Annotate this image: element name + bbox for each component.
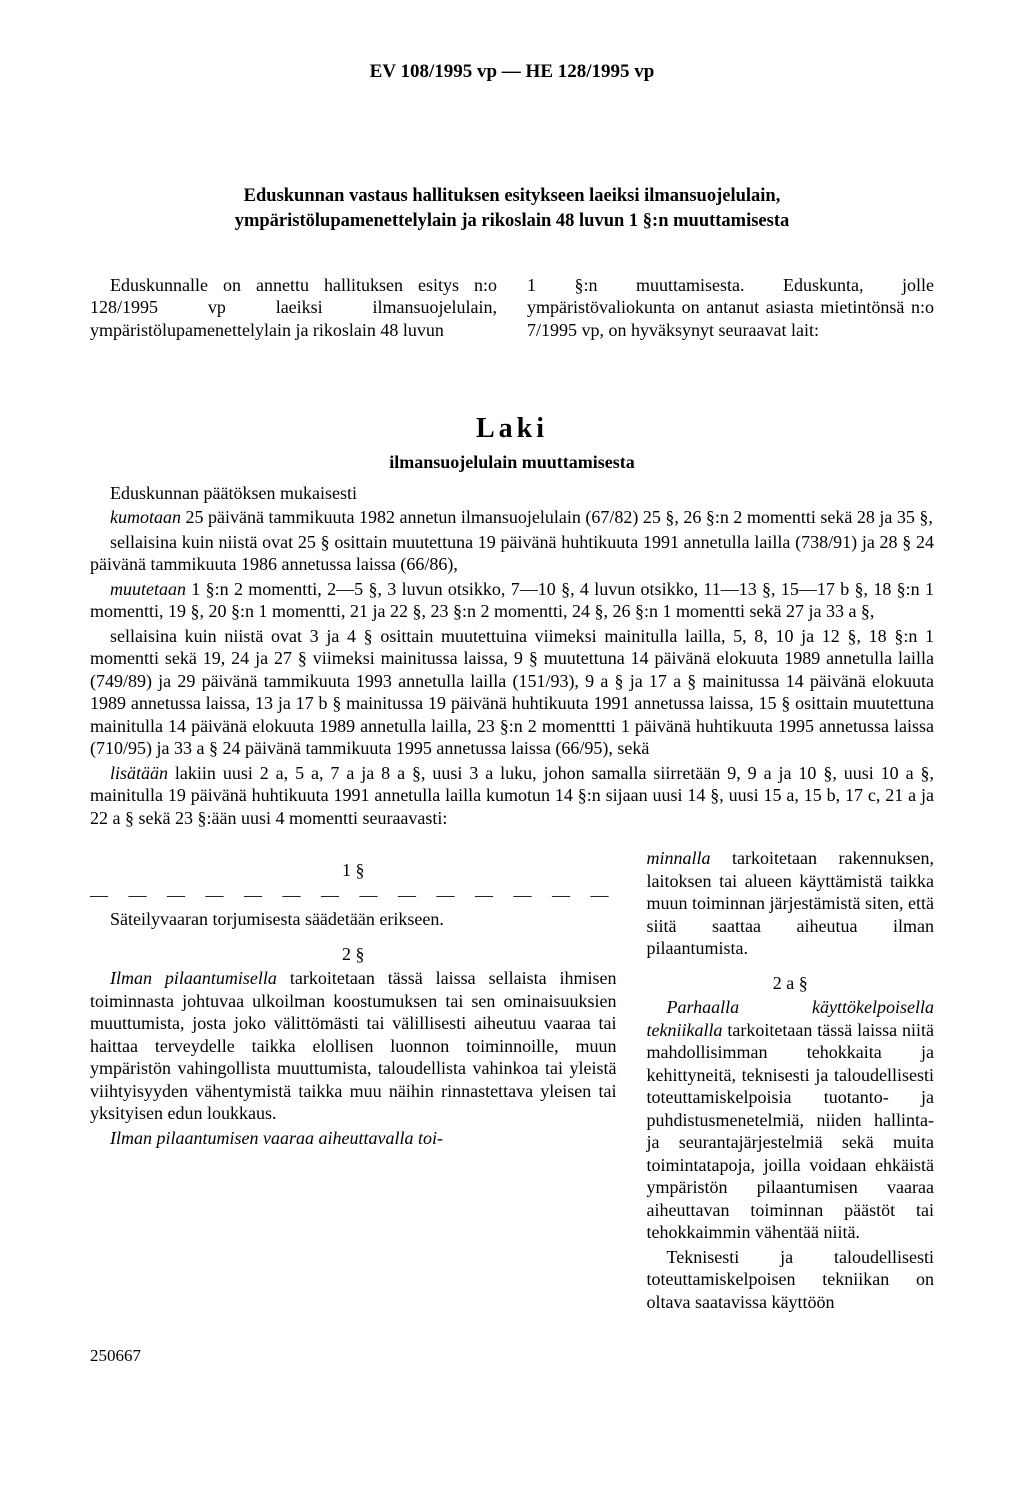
s2-left-body: tarkoitetaan tässä laissa sellaista ihmi… (90, 968, 617, 1123)
muutetaan-label: muutetaan (110, 579, 186, 599)
para2-body: 25 päivänä tammikuuta 1982 annetun ilman… (181, 507, 933, 527)
section-1-num: 1 § (90, 859, 617, 882)
document-header: EV 108/1995 vp — HE 128/1995 vp (90, 60, 934, 84)
intro-right: 1 §:n muuttamisesta. Eduskunta, jolle ym… (527, 274, 934, 342)
section-columns: 1 § — — — — — — — — — — — — — — Säteilyv… (90, 847, 934, 1315)
pilaantumisella-label: Ilman pilaantumisella (110, 968, 277, 988)
laki-para-4: muutetaan 1 §:n 2 momentti, 2—5 §, 3 luv… (90, 578, 934, 623)
section-2a-para1: Parhaalla käyttökelpoisella tekniikalla … (647, 996, 935, 1244)
page-number: 250667 (90, 1345, 934, 1366)
kumotaan-label: kumotaan (110, 507, 181, 527)
section-2a-num: 2 a § (647, 972, 935, 995)
laki-para-3: sellaisina kuin niistä ovat 25 § osittai… (90, 531, 934, 576)
s2a-body: tarkoitetaan tässä laissa niitä mahdolli… (647, 1020, 935, 1243)
laki-para-2: kumotaan 25 päivänä tammikuuta 1982 anne… (90, 506, 934, 529)
left-column: 1 § — — — — — — — — — — — — — — Säteilyv… (90, 847, 617, 1315)
section-2-right-continuation: minnalla tarkoitetaan rakennuksen, laito… (647, 847, 935, 960)
section-2-left-para2: Ilman pilaantumisen vaaraa aiheuttavalla… (90, 1127, 617, 1150)
para4-body: 1 §:n 2 momentti, 2—5 §, 3 luvun otsikko… (90, 579, 934, 622)
para6-body: lakiin uusi 2 a, 5 a, 7 a ja 8 a §, uusi… (90, 763, 934, 828)
section-2a-para2: Teknisesti ja taloudellisesti toteuttami… (647, 1246, 935, 1314)
section-2-left-para1: Ilman pilaantumisella tarkoitetaan tässä… (90, 967, 617, 1125)
lisataan-label: lisätään (110, 763, 168, 783)
section-2-num: 2 § (90, 943, 617, 966)
section-1-dashes: — — — — — — — — — — — — — — (90, 884, 617, 907)
laki-subtitle: ilmansuojelulain muuttamisesta (90, 451, 934, 474)
laki-heading: Laki (90, 411, 934, 446)
intro-left: Eduskunnalle on annettu hallituksen esit… (90, 274, 497, 342)
right-column: minnalla tarkoitetaan rakennuksen, laito… (647, 847, 935, 1315)
intro-columns: Eduskunnalle on annettu hallituksen esit… (90, 274, 934, 342)
pilaantumisen-vaaraa-label: Ilman pilaantumisen vaaraa aiheuttavalla… (110, 1128, 443, 1148)
laki-para-6: lisätään lakiin uusi 2 a, 5 a, 7 a ja 8 … (90, 762, 934, 830)
section-1-text: Säteilyvaaran torjumisesta säädetään eri… (90, 908, 617, 931)
document-title: Eduskunnan vastaus hallituksen esityksee… (172, 184, 852, 234)
laki-para-1: Eduskunnan päätöksen mukaisesti (90, 482, 934, 505)
minnalla-label: minnalla (647, 848, 711, 868)
laki-para-5: sellaisina kuin niistä ovat 3 ja 4 § osi… (90, 625, 934, 760)
